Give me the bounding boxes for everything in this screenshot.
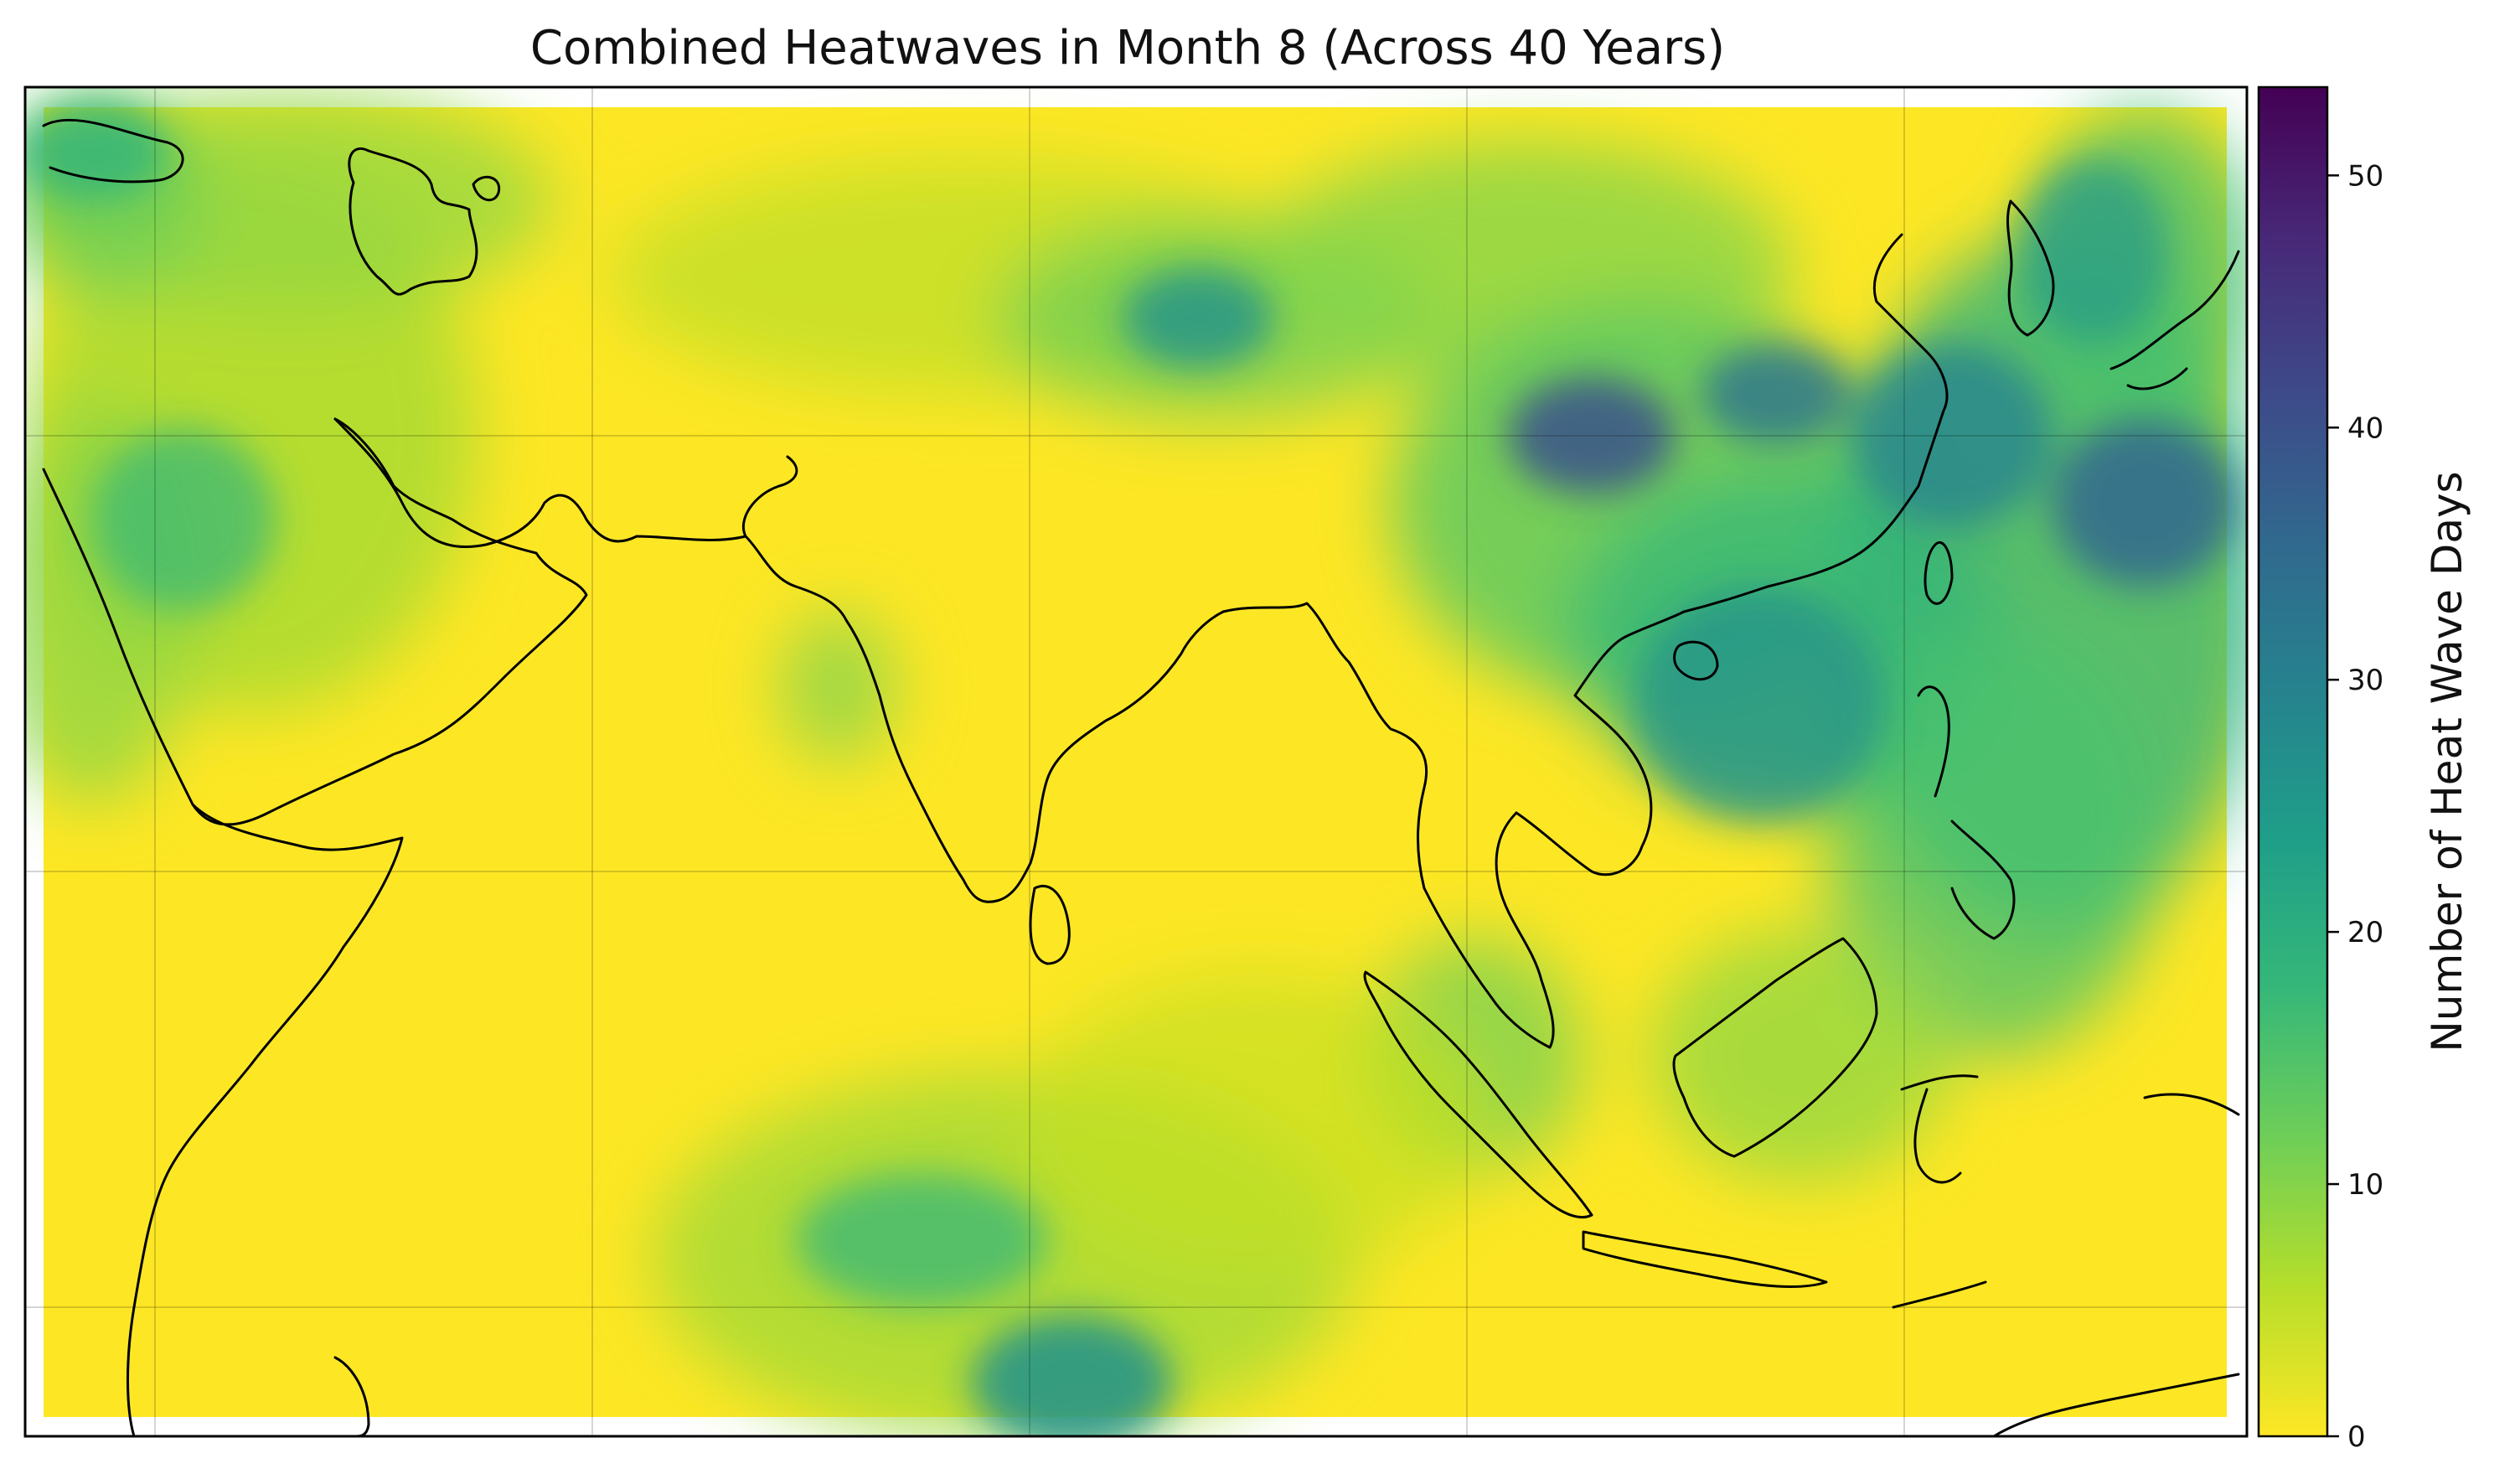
colorbar-label: Number of Heat Wave Days [2423,471,2471,1052]
coastline-sumatra [1363,970,1593,1219]
core-western-pacific [2053,419,2237,587]
coastline-java [1582,1230,1828,1288]
coastline-bay-of-bengal [1221,602,1428,890]
coastline-sri-lanka [1029,885,1071,965]
core-east-china-sea [1851,344,2053,528]
coastline-korea [2006,199,2055,337]
core-southern-ocean [972,1316,1173,1436]
coastline-malay-peninsula [1423,811,1555,1049]
coastline-philippines [1917,685,2016,940]
blob-bay-of-bengal-south [1022,972,1491,1274]
coastline-new-guinea [2143,1093,2240,1116]
coastline-south-china [1682,233,1949,613]
coastline-sulawesi [1900,1074,1979,1184]
coastline-aral [472,175,501,202]
core-tarim [1123,268,1273,369]
colorbar-tick-label: 20 [2347,916,2383,949]
colorbar-tick-label: 50 [2347,159,2383,193]
coastline-persian-gulf [333,417,747,549]
coastlines [42,118,2240,1436]
coastline-timor [1892,1280,1987,1309]
core-south-china-sea [1634,587,1885,821]
coastline-black-sea [42,118,184,184]
map-panel [23,85,2249,1438]
colorbar-tick-label: 0 [2347,1420,2366,1454]
coastline-australia [1992,1373,2240,1436]
blob-philippines [1826,620,2161,1056]
coastline-borneo [1672,937,1878,1158]
blob-borneo [1650,930,1952,1182]
heat-cores [25,101,2237,1436]
map-title: Combined Heatwaves in Month 8 (Across 40… [530,21,1725,75]
colorbar-tick-label: 10 [2347,1168,2383,1202]
core-north-china [1701,344,1851,444]
colorbar-frame [2257,85,2329,1438]
core-central-china [1508,377,1676,494]
core-mid-ocean [796,1173,1047,1307]
coastline-japan [2109,250,2240,390]
coastline-indochina [1515,610,1686,877]
core-caspian [25,101,168,201]
coastline-taiwan [1924,541,1954,605]
heatwave-field [25,87,2247,1436]
map-frame [23,85,2249,1438]
colorbar-gradient [2259,87,2327,1436]
colorbar-ticks: 0 10 20 30 40 50 [2327,159,2383,1454]
heat-blobs [25,92,2247,1436]
coastline-india [744,535,1225,903]
blob-west-india-coast [779,612,896,763]
colorbar-tick-label: 30 [2347,664,2383,697]
colorbar: 0 10 20 30 40 50 Number of Heat Wave Days [2257,85,2471,1454]
core-korea [2019,159,2170,344]
coastline-iran-makran [741,455,798,538]
coastline-horn-of-africa [127,803,404,1436]
coastline-hainan [1673,640,1719,681]
gridlines [25,87,2247,1436]
colorbar-tick-label: 40 [2347,411,2383,445]
coastline-red-sea-arabia [42,417,588,826]
core-iran [92,427,276,612]
coastline-caspian-sea [348,147,478,296]
